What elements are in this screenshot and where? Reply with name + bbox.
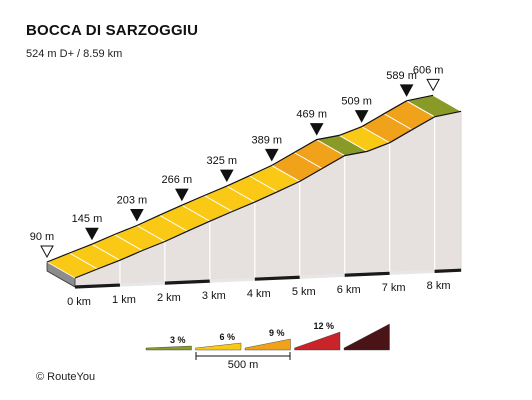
x-tick-label: 8 km bbox=[427, 280, 451, 292]
elevation-label: 469 m bbox=[296, 109, 327, 121]
x-tick-label: 2 km bbox=[157, 292, 181, 304]
legend-label: 12 % bbox=[313, 321, 334, 331]
ground-segment bbox=[344, 271, 390, 277]
elevation-markers: 90 m 145 m 203 m 266 m 325 m 389 m 469 m 509 m 5… bbox=[30, 64, 444, 259]
ground-segment bbox=[299, 273, 345, 279]
ground-segment bbox=[254, 275, 300, 281]
ground-segment bbox=[389, 269, 435, 275]
x-tick-label: 7 km bbox=[382, 282, 406, 294]
ground-segment bbox=[434, 268, 462, 273]
scale-bar-label: 500 m bbox=[228, 359, 259, 371]
x-axis-ticks: 0 km 1 km 2 km 3 km 4 km 5 km 6 km 7 km 8 km bbox=[67, 280, 450, 308]
km-marker-icon bbox=[219, 169, 234, 183]
legend-label: 3 % bbox=[170, 335, 186, 345]
profile-front-edge bbox=[74, 110, 462, 279]
elevation-label: 203 m bbox=[117, 195, 148, 207]
x-tick-label: 3 km bbox=[202, 290, 226, 302]
ground-segment bbox=[119, 281, 165, 287]
km-marker-icon bbox=[130, 209, 144, 222]
elevation-label: 325 m bbox=[207, 155, 238, 167]
chart-subtitle: 524 m D+ / 8.59 km bbox=[26, 48, 123, 60]
legend-label: 9 % bbox=[269, 328, 285, 338]
chart-title: BOCCA DI SARZOGGIU bbox=[26, 22, 199, 39]
x-tick-label: 4 km bbox=[247, 288, 271, 300]
legend-swatch bbox=[195, 342, 242, 351]
elevation-label: 589 m bbox=[386, 70, 417, 82]
gradient-legend: 3 % 6 % 9 % 12 % 500 m bbox=[145, 321, 390, 371]
ground-segment bbox=[74, 283, 121, 289]
legend-swatch bbox=[145, 345, 192, 351]
endpoint-marker-icon bbox=[40, 245, 54, 259]
elevation-label: 509 m bbox=[341, 96, 372, 108]
ground-segment bbox=[209, 277, 255, 283]
elevation-label: 90 m bbox=[30, 231, 54, 243]
legend-label: 6 % bbox=[219, 332, 235, 342]
km-marker-icon bbox=[309, 123, 324, 136]
profile-top-surface bbox=[46, 94, 462, 279]
elevation-label: 266 m bbox=[162, 174, 193, 186]
legend-swatch bbox=[294, 331, 341, 351]
legend-swatch bbox=[244, 338, 291, 351]
km-marker-icon bbox=[85, 227, 99, 241]
copyright-routeyou: © RouteYou bbox=[36, 371, 96, 383]
profile-back-edge bbox=[46, 94, 434, 263]
elevation-label: 145 m bbox=[72, 213, 103, 225]
elevation-label: 389 m bbox=[251, 134, 282, 146]
x-tick-label: 0 km bbox=[67, 296, 91, 308]
endpoint-marker-icon bbox=[426, 78, 440, 92]
ground-segment bbox=[164, 279, 210, 285]
km-marker-icon bbox=[354, 110, 369, 123]
x-tick-label: 1 km bbox=[112, 294, 136, 306]
elevation-label: 606 m bbox=[413, 64, 444, 76]
profile-ground-edge bbox=[74, 268, 462, 289]
km-marker-icon bbox=[399, 84, 414, 97]
km-marker-icon bbox=[175, 188, 189, 202]
km-marker-icon bbox=[264, 148, 279, 162]
x-tick-label: 6 km bbox=[337, 284, 361, 296]
legend-swatch bbox=[343, 323, 390, 351]
x-tick-label: 5 km bbox=[292, 286, 316, 298]
